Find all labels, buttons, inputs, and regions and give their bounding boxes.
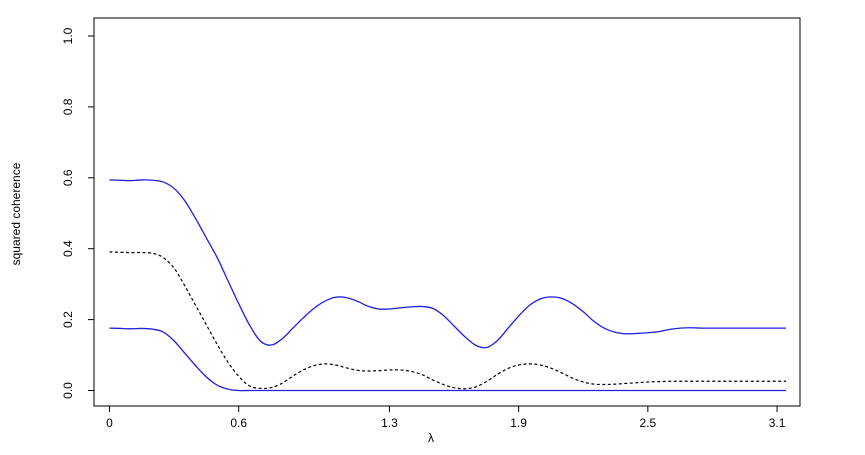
x-tick-label: 3.1 — [769, 416, 786, 430]
y-axis-label: squared coherence — [9, 162, 23, 265]
y-tick-label: 0.2 — [61, 311, 75, 328]
x-tick-label: 0.6 — [230, 416, 247, 430]
series-line-0 — [109, 179, 786, 349]
x-tick-label: 2.5 — [639, 416, 656, 430]
y-tick-label: 0.0 — [61, 382, 75, 399]
x-tick-label: 0 — [106, 416, 113, 430]
series-line-1 — [109, 251, 786, 390]
x-axis-label: λ — [428, 431, 434, 445]
x-axis: 0 0.6 1.3 1.9 2.5 3.1 — [106, 405, 786, 430]
y-tick-label: 0.8 — [61, 98, 75, 115]
x-tick-label: 1.3 — [381, 416, 398, 430]
y-tick-label: 0.6 — [61, 169, 75, 186]
series-layer — [109, 179, 786, 392]
y-tick-label: 0.4 — [61, 240, 75, 257]
x-tick-label: 1.9 — [510, 416, 527, 430]
plot-frame — [93, 17, 801, 407]
y-axis: 0.0 0.2 0.4 0.6 0.8 1.0 — [61, 27, 95, 399]
y-tick-label: 1.0 — [61, 27, 75, 44]
series-line-2 — [109, 327, 786, 392]
